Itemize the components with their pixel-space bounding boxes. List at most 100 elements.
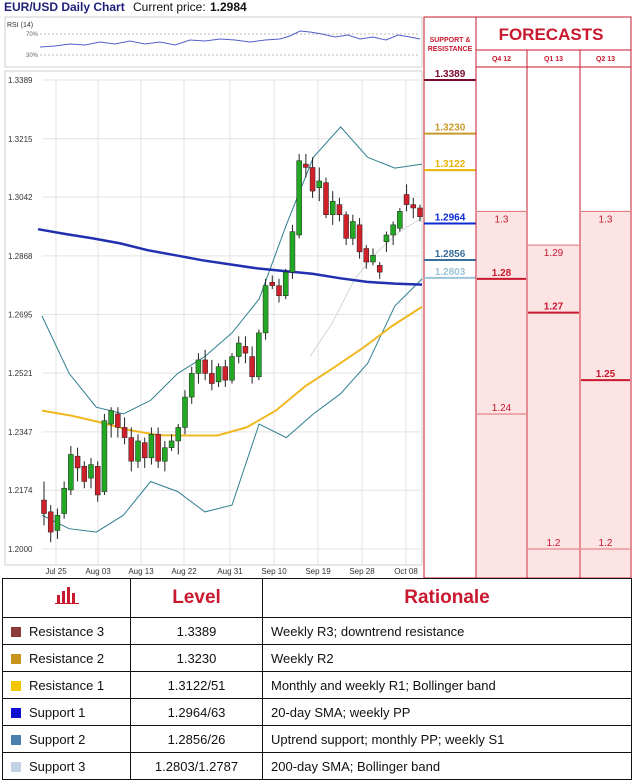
sr-level: 1.2856 [424,249,476,261]
sma200-blue-line [37,227,423,286]
level-name: Support 3 [29,758,86,774]
sr-level-label: 1.3122 [435,159,466,170]
level-value: 1.2964/63 [130,698,263,726]
x-tick-label: Aug 22 [171,567,197,576]
support-resistance-column: SUPPORT & RESISTANCE 1.3389 1.3230 1.3122 1… [423,16,477,578]
y-tick-label: 1.3042 [8,193,33,202]
x-tick-label: Aug 03 [85,567,111,576]
forecast-low: 1.2 [547,538,561,549]
sr-header-line1: SUPPORT & [430,37,471,44]
y-tick-label: 1.2174 [8,486,33,495]
level-name-cell: Support 2 [2,725,131,753]
forecast-column: Q4 12 1.3 1.28 1.24 [477,56,526,577]
level-rationale: Weekly R2 [262,644,632,672]
candle [417,204,423,222]
sr-level-label: 1.3230 [435,123,466,134]
sr-level: 1.2803 [424,267,476,279]
candle [370,248,376,266]
candle [168,434,175,452]
level-value: 1.3230 [130,644,263,672]
candle [376,261,383,279]
forecast-column-label: Q2 13 [596,56,615,63]
level-name: Support 1 [29,704,86,720]
level-row: Resistance 1 1.3122/51 Monthly and weekly … [2,671,632,699]
forecast-low: 1.24 [492,403,512,414]
y-tick-label: 1.2000 [8,545,33,554]
candle [61,481,67,519]
current-price-label: Current price: [133,0,206,14]
rsi-panel: RSI (14) 70% 30% [4,16,423,68]
candle [155,427,161,468]
candle [54,508,61,539]
rationale-column-header: Rationale [262,578,632,618]
forecast-column-label: Q4 12 [492,56,511,63]
candle [182,390,188,435]
forecast-range [477,211,526,577]
level-value: 1.2803/1.2787 [130,752,263,780]
candle [289,224,296,279]
candle [296,153,302,239]
sr-level: 1.3230 [424,123,476,135]
level-rationale: 20-day SMA; weekly PP [262,698,632,726]
level-name-cell: Support 1 [2,698,131,726]
level-name: Resistance 1 [29,677,105,693]
candle [94,461,101,502]
levels-table-header: Level Rationale [2,578,632,618]
candle [242,336,249,364]
forecast-low: 1.2 [599,538,613,549]
candle [88,457,94,489]
x-tick-label: Aug 13 [128,567,154,576]
candle [303,153,309,178]
y-tick-label: 1.3215 [8,135,33,144]
sr-level-label: 1.2803 [435,267,466,278]
y-tick-label: 1.2695 [8,310,33,319]
forecast-high: 1.3 [495,214,509,225]
x-tick-label: Jul 25 [45,567,67,576]
current-price-value: 1.2984 [210,0,247,14]
candle [410,197,417,219]
forecast-mid: 1.25 [596,369,616,380]
bar-chart-icon [54,587,79,604]
level-row: Support 3 1.2803/1.2787 200-day SMA; Bolli… [2,752,632,780]
level-name: Resistance 2 [29,650,105,666]
candle [397,207,403,232]
candle [235,336,242,364]
candle [309,157,316,198]
level-color-swatch [11,681,21,692]
sr-level: 1.3122 [424,159,476,172]
sr-level-label: 1.2856 [435,249,466,260]
candle [81,461,88,489]
y-axis: 1.3389 1.3215 1.3042 1.2868 1.2695 1.2521 1.23… [8,76,33,554]
level-row: Resistance 3 1.3389 Weekly R3; downtrend r… [2,617,632,645]
level-column-header: Level [130,578,263,618]
candle [209,359,215,391]
forecasts-panel: FORECASTS Q4 12 1.3 1.28 1.24 Q1 13 1.29 1.27 1… [475,16,632,578]
level-name: Resistance 3 [29,623,105,639]
candle [141,437,148,468]
candle [403,184,410,212]
candle [121,417,128,445]
level-color-swatch [11,762,21,773]
y-tick-label: 1.2521 [8,369,33,378]
candle [282,268,289,300]
candle [47,505,54,543]
candle [262,278,269,340]
level-name-cell: Resistance 1 [2,671,131,699]
level-value: 1.3389 [130,617,263,645]
price-plot-area [4,70,423,566]
candle [135,434,141,468]
forecast-mid: 1.27 [544,302,564,313]
candle [229,353,235,384]
x-tick-label: Sep 28 [349,567,375,576]
y-tick-label: 1.2347 [8,428,33,437]
candle [128,427,135,472]
level-name-cell: Resistance 3 [2,617,131,645]
level-rationale: 200-day SMA; Bollinger band [262,752,632,780]
chart-title: EUR/USD Daily Chart [4,0,125,14]
level-name-cell: Resistance 2 [2,644,131,672]
level-color-swatch [11,708,21,719]
forecast-range [581,211,630,577]
candle [101,413,108,495]
sr-header-line2: RESISTANCE [428,46,473,53]
candle [68,446,74,495]
